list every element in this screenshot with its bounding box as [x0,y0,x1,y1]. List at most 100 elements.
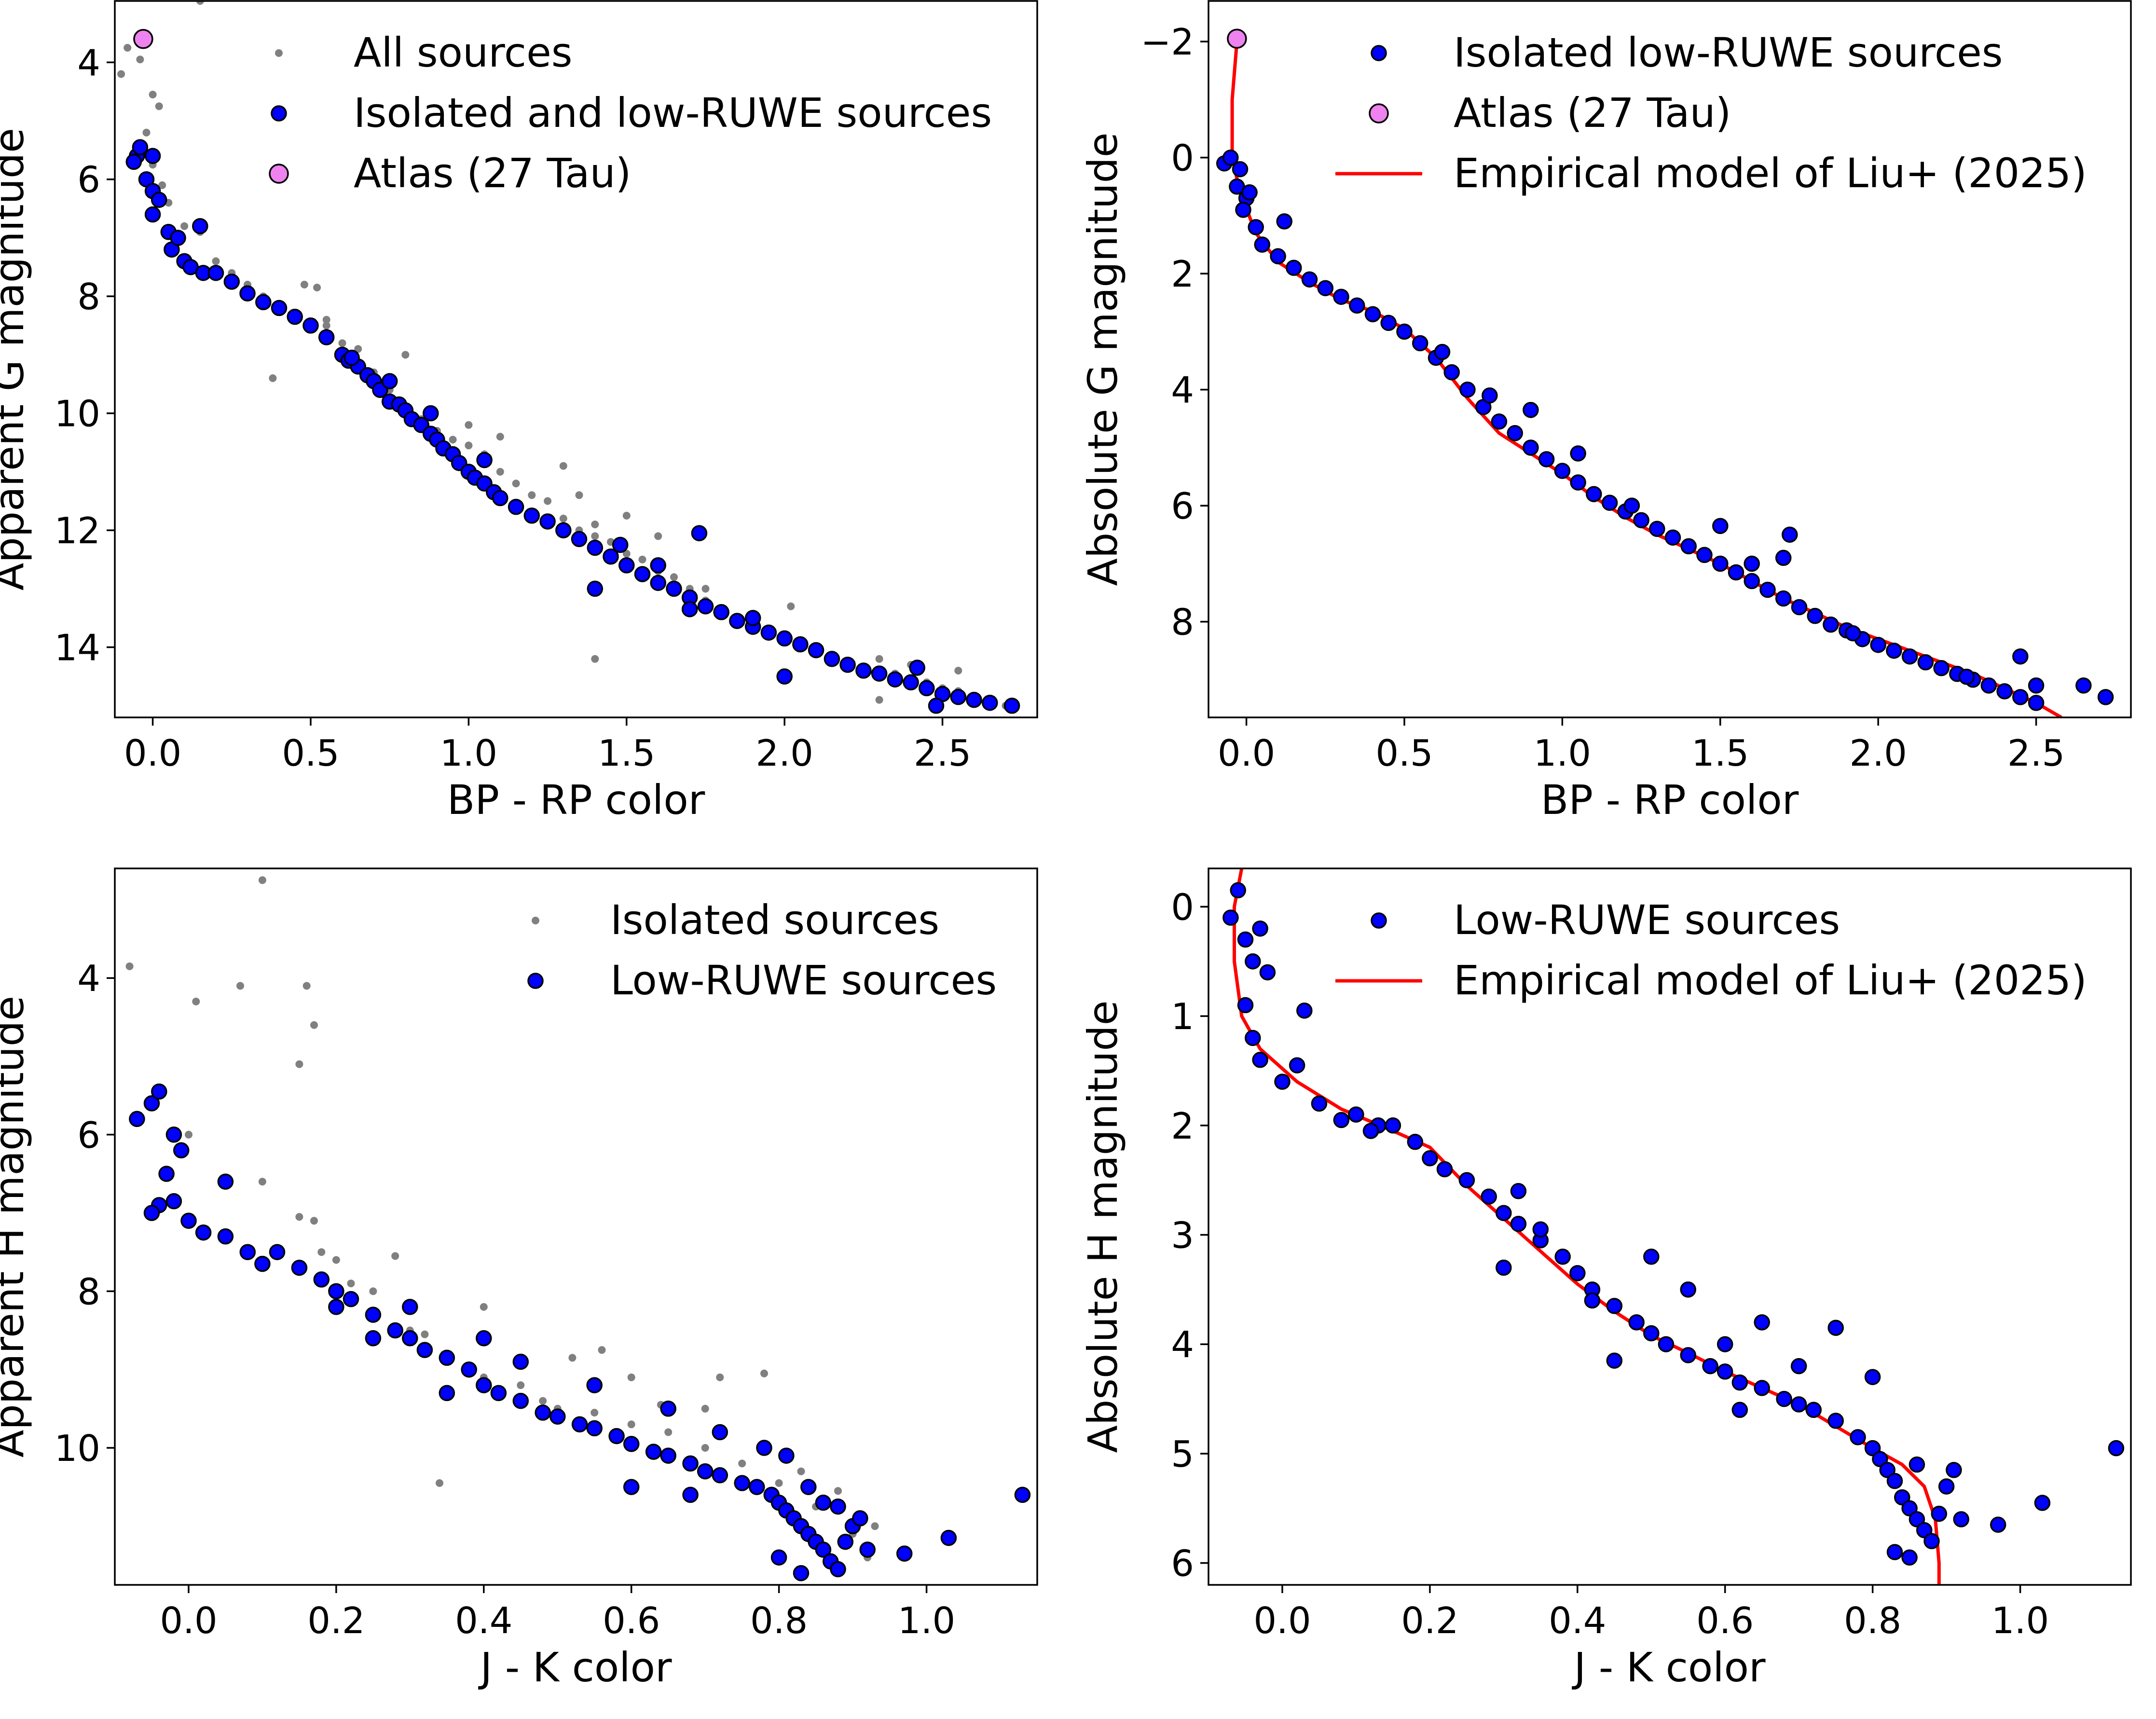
data-point-small-gray-73 [954,667,962,674]
data-point-blue-dot-23 [1507,425,1523,441]
data-point-blue-dot-11 [1311,1095,1328,1112]
data-point-blue-dot-66 [903,674,919,691]
series-line-model [1230,41,2062,717]
data-point-blue-dot-11 [1317,280,1334,296]
data-point-blue-dot-71 [982,694,998,711]
data-point-blue-dot-17 [287,308,303,325]
data-point-blue-dot-64 [1532,1221,1549,1238]
data-point-blue-dot-66 [1584,1292,1601,1309]
data-point-blue-dot-58 [800,1479,817,1495]
axes-frame [114,0,1038,718]
data-point-blue-dot-8 [1270,248,1286,264]
data-point-blue-dot-20 [387,1322,403,1339]
legend-marker-small-gray [275,49,283,57]
chart-panel-tl: 0.0 0.5 1.0 1.5 2.0 2.5 4 6 8 10 12 14 BP - RP color… [0,0,1038,824]
data-point-blue-dot-74 [423,405,439,422]
data-point-blue-dot-36 [1776,1390,1792,1407]
data-point-blue-dot-43 [1879,1462,1895,1478]
data-point-blue-dot-3 [165,1127,182,1143]
data-point-blue-dot-33 [623,1436,640,1452]
data-point-blue-dot-76 [691,525,708,541]
data-point-blue-dot-73 [1731,1402,1748,1418]
data-point-blue-dot-16 [1407,1134,1424,1150]
data-point-blue-dot-6 [144,206,161,223]
data-point-small-gray-22 [539,1397,547,1405]
data-point-blue-dot-57 [2034,1495,2051,1511]
data-point-blue-dot-8 [165,1193,182,1210]
data-point-blue-dot-47 [1886,642,1902,659]
data-point-blue-dot-63 [1864,1369,1881,1385]
data-point-blue-dot-23 [439,1349,455,1366]
data-point-small-gray-28 [738,1459,746,1468]
data-point-atlas-0 [133,29,153,49]
data-point-blue-dot-5 [151,192,167,208]
data-point-blue-dot-22 [416,1342,433,1358]
data-point-blue-dot-7 [1254,236,1271,253]
data-point-blue-dot-58 [2108,1440,2125,1457]
data-point-blue-dot-61 [824,651,840,667]
axes-frame [114,867,1038,1586]
data-point-blue-dot-4 [158,1166,175,1182]
data-point-blue-dot-50 [1933,660,1950,676]
data-point-blue-dot-62 [1827,1320,1844,1336]
data-point-blue-dot-11 [217,1228,234,1245]
x-tick-label: 0.6 [603,1599,660,1642]
data-point-blue-dot-53 [697,598,714,615]
data-point-small-gray-35 [544,497,552,505]
data-point-small-gray-41 [871,1522,879,1530]
plot-area [125,876,1031,1581]
data-point-blue-dot-67 [919,680,935,697]
data-point-blue-dot-55 [729,613,745,629]
data-point-blue-dot-50 [1931,1505,1948,1522]
data-point-blue-dot-15 [291,1259,308,1276]
data-point-small-gray-45 [701,1404,709,1413]
data-point-blue-dot-26 [1554,463,1571,479]
data-point-blue-dot-46 [587,539,604,556]
data-point-blue-dot-14 [269,1244,286,1260]
data-point-small-gray-13 [347,1279,355,1288]
data-point-blue-dot-42 [1872,1451,1888,1468]
data-point-blue-dot-0 [129,1111,145,1128]
data-point-small-gray-27 [701,1444,709,1452]
data-point-blue-dot-12 [1333,1112,1350,1128]
data-point-blue-dot-57 [1523,401,1539,418]
data-point-blue-dot-10 [1301,271,1318,288]
data-point-blue-dot-31 [1633,512,1649,528]
data-point-blue-dot-88 [928,698,945,714]
data-point-blue-dot-38 [1805,1402,1822,1418]
data-point-blue-dot-41 [1791,599,1808,616]
data-point-blue-dot-36 [1712,555,1729,572]
data-point-blue-dot-34 [645,1444,662,1460]
x-axis-label: J - K color [478,1644,672,1691]
data-point-blue-dot-46 [1870,636,1886,653]
data-point-blue-dot-16 [1396,323,1413,340]
axes-frame [1208,0,2132,718]
data-point-small-gray-6 [295,1060,303,1068]
data-point-blue-dot-29 [1643,1325,1660,1342]
data-point-blue-dot-52 [1946,1462,1962,1478]
data-point-blue-dot-42 [1807,607,1823,624]
data-point-small-gray-65 [559,462,567,470]
data-point-small-gray-24 [590,1409,599,1416]
data-point-blue-dot-65 [887,671,904,688]
data-point-small-gray-38 [760,1369,768,1377]
data-point-blue-dot-71 [1623,497,1640,514]
chart-panel-tr: 0.0 0.5 1.0 1.5 2.0 2.5 −2 0 2 4 6 8 BP - RP color Ab… [1079,0,2132,824]
data-point-small-gray-30 [465,441,473,450]
data-point-small-gray-1 [192,997,200,1005]
data-point-blue-dot-46 [1901,1500,1918,1517]
data-point-small-gray-0 [124,44,132,52]
data-point-blue-dot-62 [1744,555,1760,572]
data-point-blue-dot-30 [1658,1336,1675,1352]
data-point-blue-dot-56 [2028,695,2045,711]
data-point-blue-dot-60 [808,642,824,659]
data-point-blue-dot-19 [1443,364,1460,381]
data-point-blue-dot-37 [1728,564,1744,581]
data-point-blue-dot-68 [712,1424,728,1441]
x-tick-label: 1.0 [1534,732,1591,774]
data-point-blue-dot-1 [143,1095,160,1112]
data-point-blue-dot-63 [439,1385,455,1402]
data-point-small-gray-0 [125,962,134,970]
data-point-blue-dot-66 [586,1377,603,1393]
data-point-small-gray-76 [322,321,330,330]
